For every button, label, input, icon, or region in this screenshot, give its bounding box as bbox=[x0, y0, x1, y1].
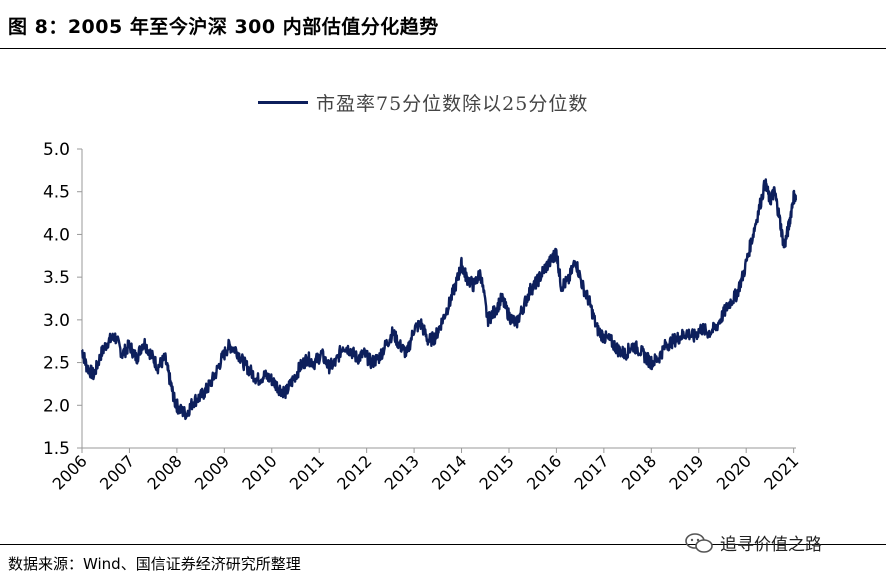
wechat-icon bbox=[685, 532, 713, 553]
y-tick-label: 4.5 bbox=[43, 183, 70, 203]
y-tick-label: 4.0 bbox=[43, 225, 70, 245]
x-tick-label: 2008 bbox=[143, 451, 185, 493]
watermark-text: 追寻价值之路 bbox=[720, 535, 822, 555]
figure-title: 图 8：2005 年至今沪深 300 内部估值分化趋势 bbox=[8, 16, 439, 38]
y-tick-label: 5.0 bbox=[43, 140, 70, 160]
y-tick-label: 2.5 bbox=[43, 354, 70, 374]
x-tick-label: 2018 bbox=[618, 451, 660, 493]
x-tick-label: 2021 bbox=[760, 451, 802, 493]
bottom-divider bbox=[0, 544, 886, 545]
y-tick-label: 3.0 bbox=[43, 311, 70, 331]
series-line-0 bbox=[81, 178, 797, 421]
x-tick-label: 2009 bbox=[191, 451, 233, 493]
x-tick-label: 2019 bbox=[665, 451, 707, 493]
legend-label: 市盈率75分位数除以25分位数 bbox=[316, 92, 589, 115]
x-tick-label: 2013 bbox=[381, 451, 423, 493]
y-tick-label: 2.0 bbox=[43, 396, 70, 416]
x-tick-label: 2012 bbox=[333, 451, 375, 493]
chart-legend: 市盈率75分位数除以25分位数 bbox=[258, 92, 588, 115]
x-tick-label: 2011 bbox=[286, 451, 328, 493]
x-tick-label: 2020 bbox=[713, 451, 755, 493]
y-tick-label: 3.5 bbox=[43, 268, 70, 288]
x-tick-label: 2016 bbox=[523, 451, 565, 493]
top-divider bbox=[0, 48, 886, 49]
x-tick-label: 2015 bbox=[476, 451, 518, 493]
y-tick-label: 1.5 bbox=[43, 439, 70, 459]
x-tick-label: 2007 bbox=[96, 451, 138, 493]
watermark: 追寻价值之路 bbox=[684, 530, 822, 555]
source-note: 数据来源：Wind、国信证券经济研究所整理 bbox=[8, 555, 301, 573]
x-tick-label: 2014 bbox=[428, 451, 470, 493]
x-tick-label: 2017 bbox=[570, 451, 612, 493]
x-tick-label: 2010 bbox=[238, 451, 280, 493]
legend-swatch bbox=[258, 100, 308, 104]
